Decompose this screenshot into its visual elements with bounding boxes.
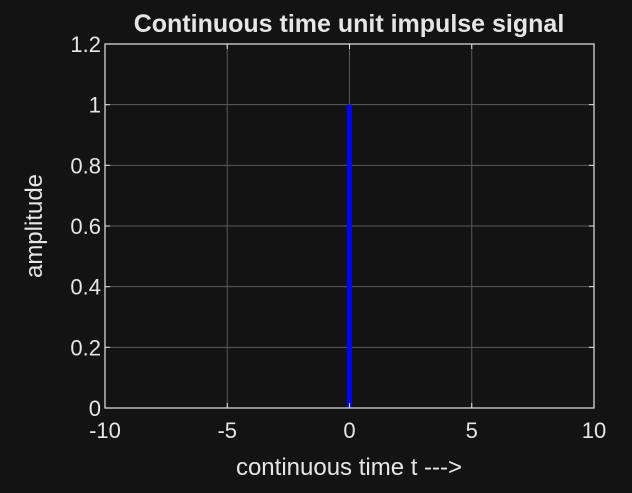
y-tick-label: 0.6 — [70, 214, 101, 239]
x-tick-labels: -10 -5 0 5 10 — [89, 418, 606, 443]
x-tick-label: 0 — [343, 418, 355, 443]
axis-ticks — [104, 43, 595, 409]
x-tick-label: -5 — [217, 418, 237, 443]
y-axis-label: amplitude — [21, 174, 48, 278]
y-tick-label: 0.8 — [70, 153, 101, 178]
y-tick-label: 1 — [89, 93, 101, 118]
y-tick-label: 0.2 — [70, 335, 101, 360]
x-tick-label: -10 — [89, 418, 121, 443]
x-tick-label: 5 — [466, 418, 478, 443]
y-tick-label: 0.4 — [70, 275, 101, 300]
chart-title: Continuous time unit impulse signal — [134, 10, 565, 38]
x-axis-label: continuous time t ---> — [236, 454, 462, 481]
y-tick-label: 1.2 — [70, 32, 101, 57]
y-tick-label: 0 — [89, 396, 101, 421]
y-tick-labels: 0 0.2 0.4 0.6 0.8 1 1.2 — [70, 32, 101, 421]
x-tick-label: 10 — [582, 418, 606, 443]
